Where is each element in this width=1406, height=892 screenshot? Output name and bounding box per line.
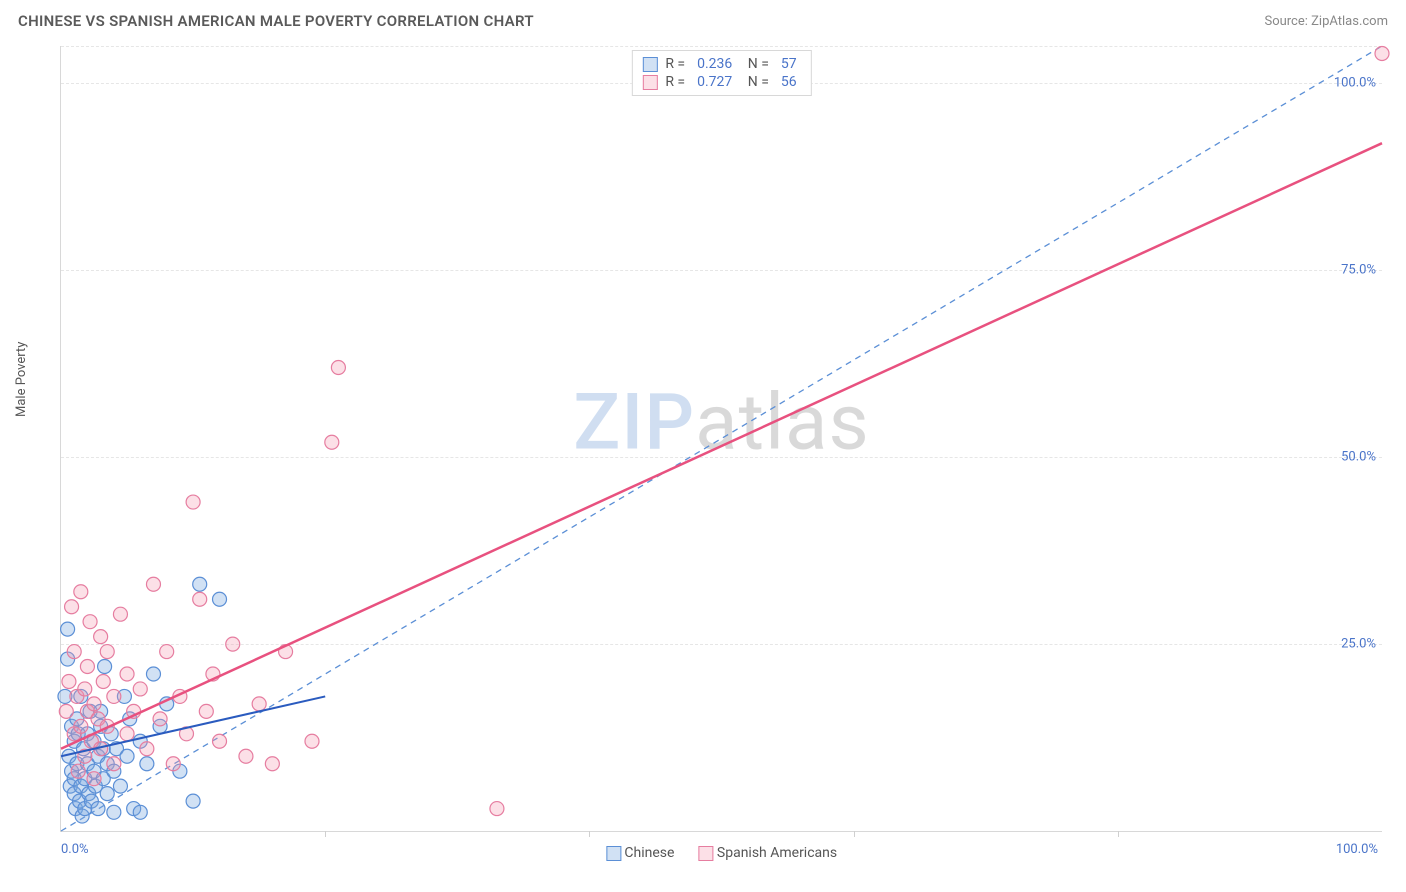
r-value-chinese: 0.236 <box>697 56 732 72</box>
legend-item-spanish: Spanish Americans <box>698 845 837 861</box>
r-value-spanish: 0.727 <box>697 74 732 90</box>
chart-container: Male Poverty ZIPatlas R =0.236 N =57 R =… <box>18 40 1388 874</box>
swatch-spanish <box>642 75 657 90</box>
legend-item-chinese: Chinese <box>606 845 675 861</box>
swatch-spanish-icon <box>698 846 713 861</box>
n-value-chinese: 57 <box>781 56 797 72</box>
series-legend: Chinese Spanish Americans <box>606 845 837 861</box>
swatch-chinese-icon <box>606 846 621 861</box>
x-tick-label: 0.0% <box>61 842 89 857</box>
swatch-chinese <box>642 57 657 72</box>
legend-row-chinese: R =0.236 N =57 <box>642 55 800 73</box>
legend-label-spanish: Spanish Americans <box>717 845 837 861</box>
source-label: Source: ZipAtlas.com <box>1264 14 1388 29</box>
n-value-spanish: 56 <box>781 74 797 90</box>
correlation-legend: R =0.236 N =57 R =0.727 N =56 <box>631 50 811 96</box>
chart-title: CHINESE VS SPANISH AMERICAN MALE POVERTY… <box>18 12 534 30</box>
legend-row-spanish: R =0.727 N =56 <box>642 73 800 91</box>
legend-label-chinese: Chinese <box>624 845 674 861</box>
y-axis-label: Male Poverty <box>14 342 29 417</box>
plot-area: ZIPatlas R =0.236 N =57 R =0.727 N =56 C… <box>60 46 1382 832</box>
x-tick-label: 100.0% <box>1336 842 1378 857</box>
scatter-svg <box>61 46 1382 831</box>
